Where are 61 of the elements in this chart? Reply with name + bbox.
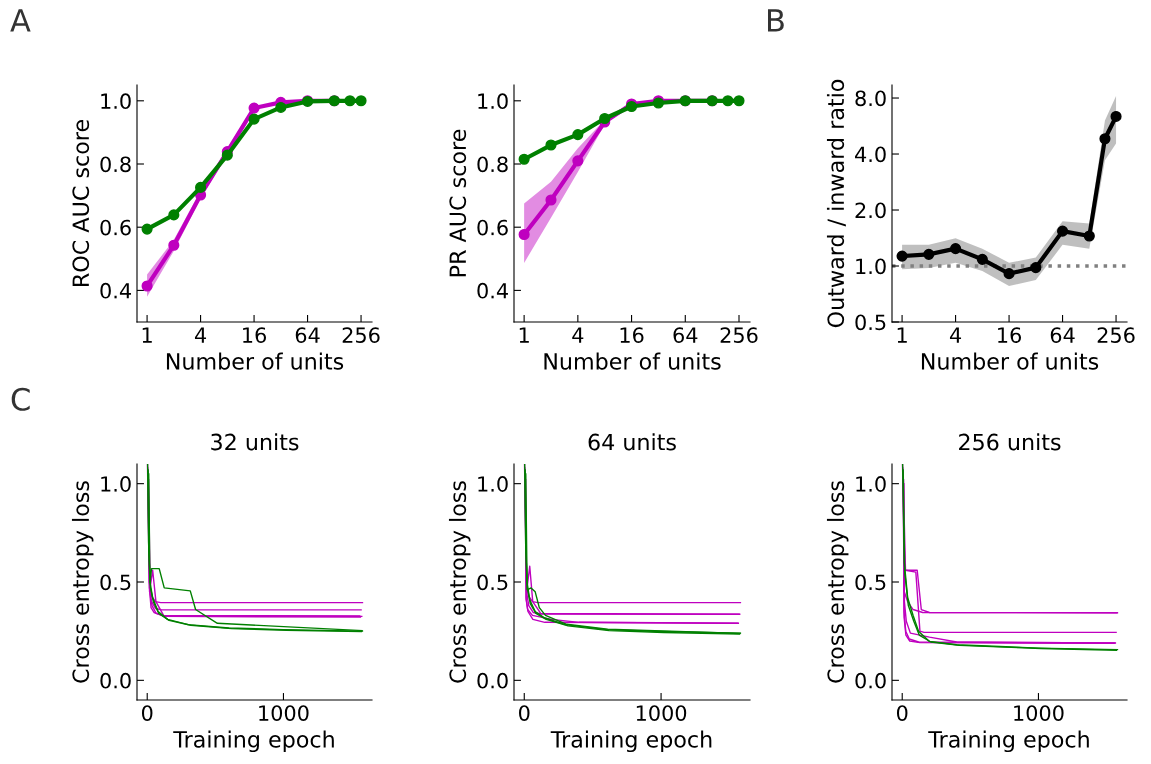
y-tick-label: 0.5 — [100, 574, 131, 591]
y-tick-label: 1.0 — [478, 476, 508, 492]
x-tick-label: 4 — [572, 327, 584, 343]
x-axis-title: Training epoch — [173, 730, 334, 753]
x-axis-title: Training epoch — [928, 730, 1089, 753]
y-axis-title: Cross entropy loss — [826, 481, 849, 683]
y-tick-label: 0.8 — [477, 156, 508, 173]
y-tick-label: 0.4 — [100, 282, 131, 299]
x-axis-title: Number of units — [921, 352, 1099, 370]
x-tick-label: 4 — [194, 327, 207, 343]
y-tick-label: 1.0 — [101, 476, 131, 492]
x-tick-label: 0 — [141, 705, 153, 721]
x-tick-label: 1 — [142, 327, 152, 343]
y-tick-label: 1.0 — [856, 258, 886, 275]
y-axis-title: PR AUC score — [449, 129, 467, 277]
y-tick-label: 0.8 — [100, 156, 131, 173]
y-axis-title: Cross entropy loss — [71, 481, 94, 683]
y-tick-label: 0.0 — [477, 672, 508, 689]
y-tick-label: 0.0 — [855, 672, 886, 689]
y-tick-label: 0.0 — [100, 672, 131, 689]
y-axis-title: Cross entropy loss — [448, 481, 471, 683]
y-axis-title: Outward / inward ratio — [826, 79, 846, 328]
x-tick-label: 16 — [243, 327, 267, 343]
y-tick-label: 2.0 — [855, 202, 886, 219]
text: B — [768, 9, 784, 32]
x-tick-label: 1000 — [636, 705, 687, 721]
x-tick-label: 4 — [949, 327, 962, 343]
x-tick-label: 1000 — [1014, 705, 1064, 721]
text: A — [10, 9, 31, 32]
x-tick-label: 1000 — [259, 705, 309, 721]
y-tick-label: 0.5 — [855, 574, 886, 591]
text: C — [11, 387, 30, 411]
chart-title: 32 units — [211, 433, 299, 451]
x-axis-title: Number of units — [544, 352, 721, 370]
x-axis-title: Number of units — [166, 352, 344, 370]
x-axis-title: Training epoch — [550, 730, 712, 753]
y-axis-title: ROC AUC score — [72, 120, 90, 286]
x-tick-label: 64 — [295, 327, 320, 343]
y-tick-label: 0.6 — [477, 219, 508, 236]
y-tick-label: 0.5 — [477, 574, 508, 591]
x-tick-label: 64 — [1050, 327, 1075, 343]
x-tick-label: 256 — [342, 327, 380, 343]
x-tick-label: 16 — [620, 327, 644, 343]
x-tick-label: 64 — [673, 327, 698, 343]
x-tick-label: 1 — [519, 327, 529, 343]
x-tick-label: 256 — [720, 327, 758, 343]
chart-title: 256 units — [959, 433, 1061, 451]
x-tick-label: 0 — [519, 705, 530, 721]
y-tick-label: 1.0 — [101, 93, 131, 110]
y-tick-label: 1.0 — [478, 93, 508, 110]
x-tick-label: 16 — [998, 327, 1022, 343]
x-tick-label: 1 — [897, 327, 907, 343]
y-tick-label: 1.0 — [856, 476, 886, 492]
chart-title: 64 units — [588, 433, 676, 451]
x-tick-label: 256 — [1097, 327, 1135, 343]
y-tick-label: 4.0 — [855, 146, 886, 163]
x-tick-label: 0 — [896, 705, 908, 721]
y-tick-label: 0.6 — [100, 219, 131, 236]
y-tick-label: 0.4 — [477, 282, 508, 299]
y-tick-label: 8.0 — [855, 90, 886, 107]
y-tick-label: 0.5 — [855, 314, 886, 331]
